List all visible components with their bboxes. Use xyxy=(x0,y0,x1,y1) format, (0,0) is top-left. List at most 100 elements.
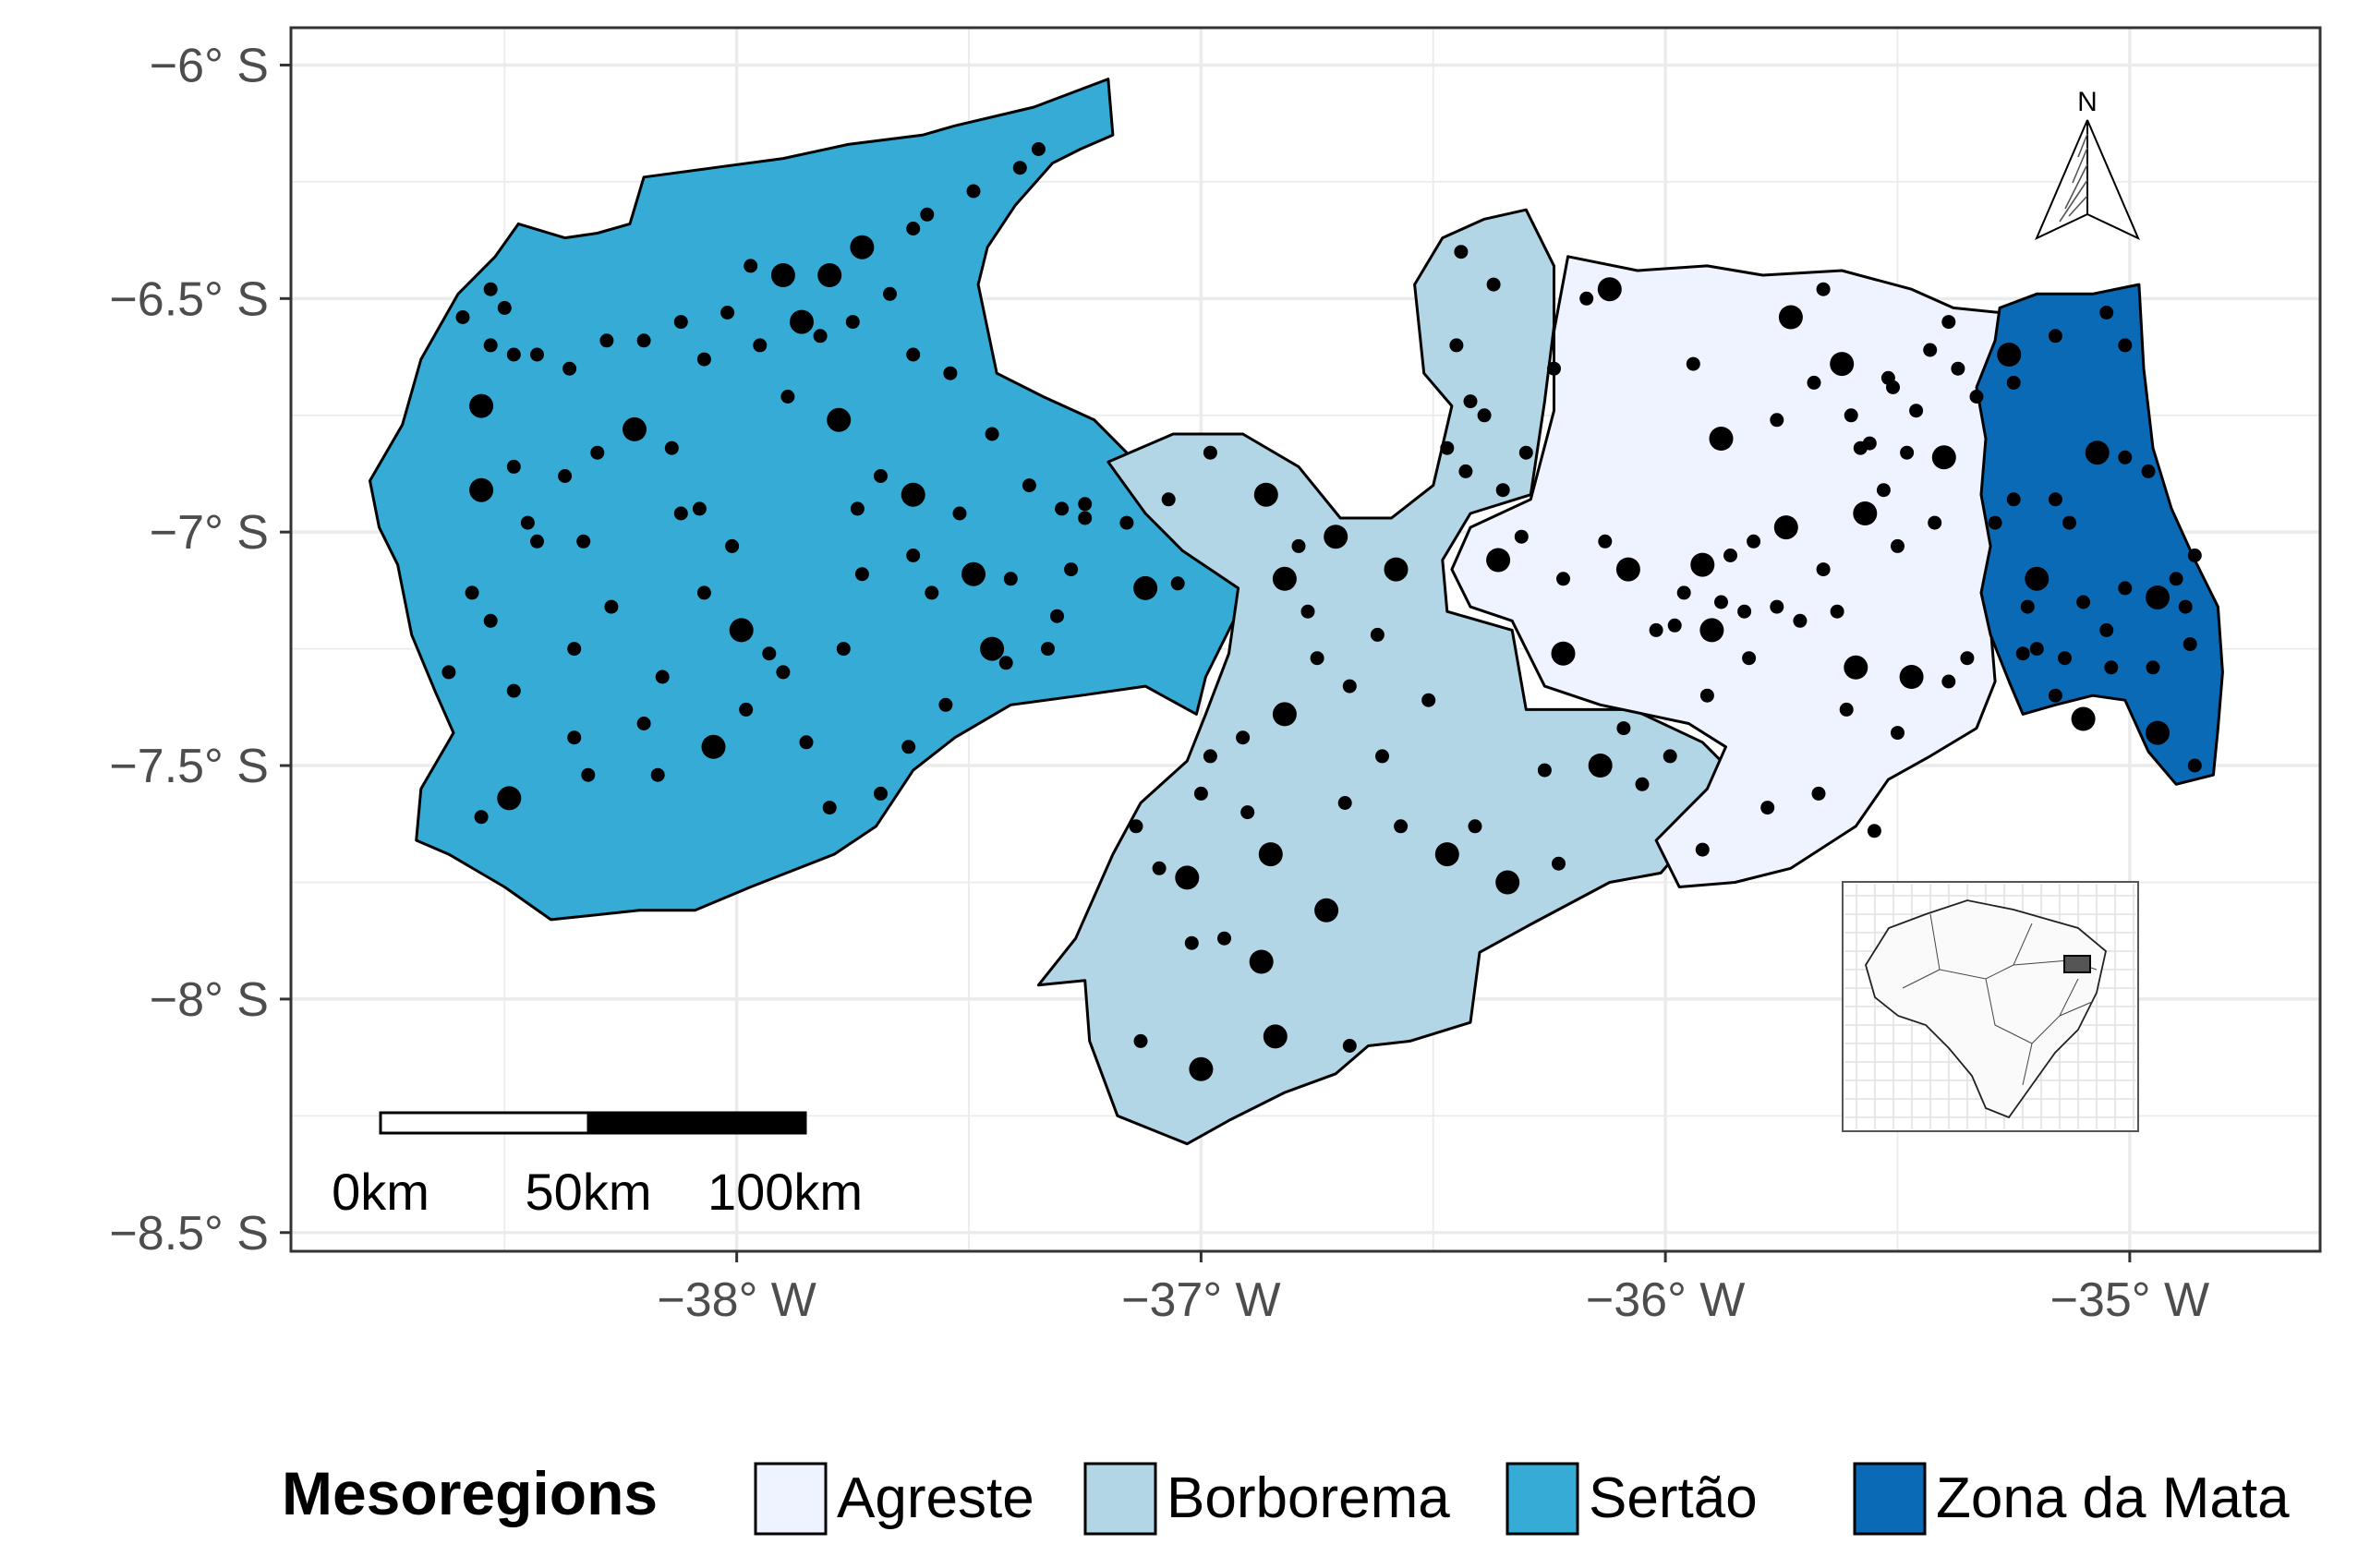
municipality-point xyxy=(1635,777,1650,791)
municipality-point xyxy=(813,329,828,344)
municipality-point xyxy=(1891,538,1905,553)
municipality-point xyxy=(1189,1056,1214,1081)
municipality-point xyxy=(469,477,494,502)
municipality-point xyxy=(599,333,614,348)
municipality-point xyxy=(1941,674,1956,689)
municipality-point xyxy=(455,310,470,324)
municipality-point xyxy=(2076,595,2091,609)
municipality-point xyxy=(906,347,921,362)
municipality-point xyxy=(854,567,869,582)
municipality-point xyxy=(1394,819,1409,834)
municipality-point xyxy=(1686,356,1700,371)
municipality-point xyxy=(1119,515,1134,530)
municipality-point xyxy=(1969,390,1984,404)
municipality-points xyxy=(441,142,2202,1081)
municipality-point xyxy=(827,407,852,432)
municipality-point xyxy=(1551,641,1576,666)
municipality-point xyxy=(2118,338,2133,353)
municipality-point xyxy=(1615,557,1640,582)
municipality-point xyxy=(725,538,740,553)
municipality-point xyxy=(1778,305,1803,330)
legend-title: Mesoregions xyxy=(282,1459,658,1527)
legend-swatch xyxy=(1083,1462,1157,1536)
municipality-point xyxy=(1552,856,1566,871)
municipality-point xyxy=(590,445,605,460)
municipality-point xyxy=(506,459,521,474)
municipality-point xyxy=(520,515,535,530)
municipality-point xyxy=(1811,786,1826,801)
municipality-point xyxy=(1078,497,1093,512)
municipality-point xyxy=(1272,702,1297,727)
municipality-point xyxy=(720,306,735,320)
municipality-point xyxy=(1421,693,1436,707)
municipality-point xyxy=(2048,688,2062,703)
municipality-point xyxy=(581,767,596,782)
north-arrow-right-half xyxy=(2086,119,2140,241)
municipality-point xyxy=(604,599,619,614)
municipality-point xyxy=(1161,492,1176,507)
scale-bar-black-segment xyxy=(586,1111,807,1135)
region-agreste xyxy=(1450,255,2001,888)
municipality-point xyxy=(692,501,707,516)
scale-label-50: 50km xyxy=(526,1163,652,1221)
municipality-point xyxy=(1816,562,1831,577)
municipality-point xyxy=(465,585,479,600)
municipality-point xyxy=(1440,440,1455,455)
municipality-point xyxy=(2141,464,2156,478)
municipality-point xyxy=(850,235,875,259)
municipality-point xyxy=(822,801,837,815)
municipality-point xyxy=(1495,483,1510,498)
legend-items: Agreste Borborema Sertão Zona da Mata xyxy=(754,1462,2290,1536)
municipality-point xyxy=(1514,529,1529,544)
municipality-point xyxy=(1184,935,1199,950)
municipality-point xyxy=(673,315,688,330)
municipality-point xyxy=(1055,501,1070,516)
municipality-point xyxy=(1310,651,1324,666)
scale-bar: 0km 50km 100km xyxy=(332,1111,863,1221)
municipality-point xyxy=(1723,549,1737,562)
municipality-point xyxy=(701,734,726,759)
mesoregion-polygons xyxy=(369,78,2224,1146)
municipality-point xyxy=(1928,515,1942,530)
municipality-point xyxy=(1714,595,1728,609)
municipality-point xyxy=(1458,464,1473,478)
legend-swatch xyxy=(1505,1462,1579,1536)
municipality-point xyxy=(980,636,1005,661)
municipality-point xyxy=(1152,861,1167,875)
municipality-point xyxy=(483,338,498,353)
municipality-point xyxy=(2058,651,2072,666)
municipality-point xyxy=(790,309,814,334)
north-arrow: N xyxy=(2035,87,2140,241)
municipality-point xyxy=(2015,646,2030,661)
municipality-point xyxy=(441,665,456,680)
municipality-point xyxy=(1236,730,1251,745)
municipality-point xyxy=(1941,315,1956,330)
municipality-point xyxy=(1170,576,1185,591)
municipality-point xyxy=(1807,375,1821,390)
municipality-point xyxy=(567,642,582,657)
municipality-point xyxy=(1900,445,1915,460)
municipality-point xyxy=(1579,291,1594,306)
municipality-point xyxy=(729,618,754,643)
municipality-point xyxy=(2146,585,2170,609)
x-axis: −38° W −37° W −36° W −35° W xyxy=(657,1251,2209,1327)
y-tick-label: −6.5° S xyxy=(109,272,269,326)
municipality-point xyxy=(901,740,916,754)
north-arrow-label: N xyxy=(2077,87,2098,117)
municipality-point xyxy=(1960,651,1975,666)
municipality-point xyxy=(1899,665,1924,689)
municipality-point xyxy=(776,665,791,680)
municipality-point xyxy=(2006,492,2021,507)
municipality-point xyxy=(1793,613,1808,628)
municipality-point xyxy=(1022,478,1036,493)
municipality-point xyxy=(1203,445,1217,460)
municipality-point xyxy=(739,702,754,717)
municipality-point xyxy=(2071,706,2096,731)
legend-label: Borborema xyxy=(1167,1466,1450,1530)
municipality-point xyxy=(985,427,999,441)
municipality-point xyxy=(1588,754,1613,778)
municipality-point xyxy=(1518,445,1533,460)
municipality-point xyxy=(1537,763,1552,778)
municipality-point xyxy=(1370,627,1385,642)
